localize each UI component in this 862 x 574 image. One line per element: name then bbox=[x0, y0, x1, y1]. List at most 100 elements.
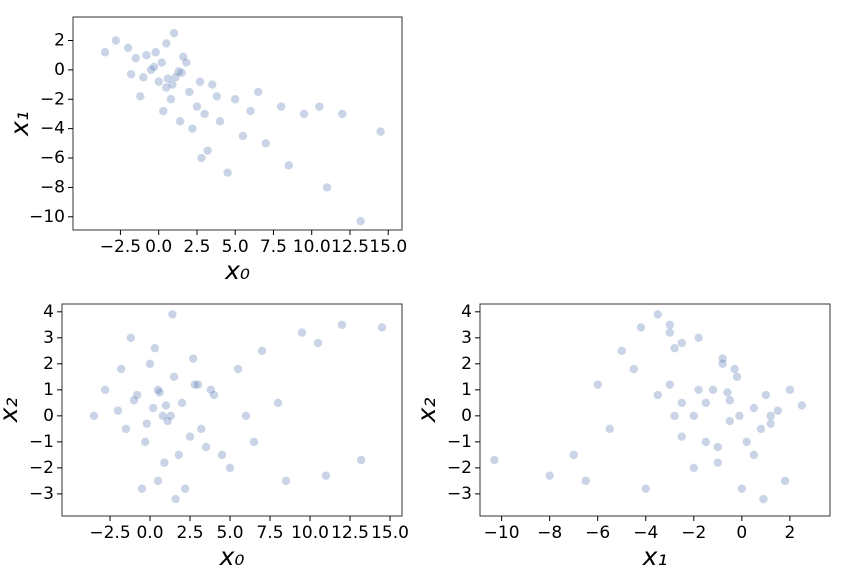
point bbox=[215, 117, 225, 126]
point bbox=[177, 398, 187, 408]
point bbox=[182, 58, 191, 67]
point bbox=[321, 471, 331, 480]
point bbox=[168, 80, 177, 89]
y-tick-label: 0 bbox=[43, 406, 54, 426]
point bbox=[171, 494, 180, 504]
x-tick-label: 5.0 bbox=[222, 237, 249, 257]
point bbox=[157, 58, 166, 67]
point bbox=[761, 390, 771, 400]
point bbox=[785, 385, 795, 395]
frame bbox=[72, 16, 403, 231]
x-tick-label: 15.0 bbox=[369, 237, 407, 257]
point bbox=[756, 424, 766, 434]
x-tick-label: 15.0 bbox=[371, 523, 409, 543]
point bbox=[241, 411, 251, 421]
point bbox=[356, 216, 365, 226]
point bbox=[169, 28, 179, 38]
point bbox=[665, 320, 674, 330]
y-tick-label: −10 bbox=[29, 207, 65, 227]
y-tick-label: 4 bbox=[461, 302, 472, 322]
point bbox=[101, 385, 110, 395]
y-tick-label: 0 bbox=[54, 60, 65, 80]
point bbox=[315, 102, 324, 111]
frame bbox=[61, 303, 403, 517]
point bbox=[212, 92, 222, 101]
y-tick-label: −1 bbox=[447, 432, 472, 452]
point bbox=[718, 354, 727, 363]
point bbox=[718, 359, 727, 369]
point bbox=[694, 333, 703, 343]
x-tick-label: 2.5 bbox=[183, 237, 210, 257]
point bbox=[605, 424, 614, 434]
point bbox=[217, 450, 227, 460]
y-axis-label: x₁ bbox=[5, 111, 34, 137]
x-tick-label: −2 bbox=[681, 523, 706, 543]
point bbox=[209, 390, 219, 400]
point bbox=[100, 48, 110, 57]
point bbox=[735, 411, 744, 421]
point bbox=[223, 168, 232, 177]
y-tick-label: −1 bbox=[29, 432, 54, 452]
x-tick-label: −2.5 bbox=[100, 237, 141, 257]
x-tick-label: 12.5 bbox=[331, 237, 369, 257]
point bbox=[197, 153, 206, 163]
point bbox=[123, 43, 133, 53]
point bbox=[195, 77, 205, 86]
point bbox=[357, 455, 366, 465]
point bbox=[136, 92, 145, 101]
point bbox=[713, 442, 723, 452]
point bbox=[169, 372, 179, 382]
point bbox=[163, 74, 173, 83]
point bbox=[725, 396, 735, 405]
point bbox=[677, 338, 686, 348]
point bbox=[177, 68, 186, 78]
x-tick-label: 5.0 bbox=[216, 523, 243, 543]
point bbox=[197, 424, 206, 434]
point bbox=[653, 310, 662, 319]
point bbox=[162, 83, 171, 92]
point bbox=[190, 380, 199, 389]
point bbox=[158, 411, 167, 421]
point bbox=[249, 437, 259, 447]
y-tick-label: 4 bbox=[43, 302, 54, 322]
point bbox=[200, 109, 209, 119]
point bbox=[581, 476, 590, 486]
x-tick-label: 10.0 bbox=[293, 237, 331, 257]
point bbox=[149, 62, 159, 72]
point bbox=[780, 476, 790, 486]
point bbox=[766, 419, 775, 428]
point bbox=[174, 450, 183, 460]
point bbox=[171, 73, 180, 82]
point bbox=[162, 39, 171, 48]
x-tick-label: −10 bbox=[484, 523, 520, 543]
point bbox=[797, 401, 807, 410]
x-tick-label: 2.5 bbox=[176, 523, 203, 543]
point bbox=[175, 117, 185, 126]
point bbox=[181, 484, 190, 493]
point bbox=[732, 372, 742, 382]
point bbox=[670, 344, 679, 353]
point bbox=[142, 50, 151, 60]
point bbox=[168, 310, 177, 319]
point bbox=[276, 102, 286, 111]
point bbox=[129, 396, 139, 405]
point bbox=[490, 455, 499, 465]
frame bbox=[479, 303, 831, 517]
point bbox=[141, 437, 150, 447]
point bbox=[322, 183, 332, 192]
point bbox=[188, 124, 197, 133]
point bbox=[636, 323, 646, 332]
point bbox=[653, 390, 662, 400]
point bbox=[185, 87, 194, 97]
point bbox=[284, 161, 293, 170]
point bbox=[297, 328, 307, 337]
point bbox=[113, 406, 123, 415]
point bbox=[133, 390, 142, 400]
point bbox=[201, 442, 211, 452]
point bbox=[225, 463, 235, 473]
point bbox=[376, 127, 385, 136]
point bbox=[665, 380, 674, 389]
point bbox=[689, 463, 698, 473]
point bbox=[185, 432, 195, 441]
